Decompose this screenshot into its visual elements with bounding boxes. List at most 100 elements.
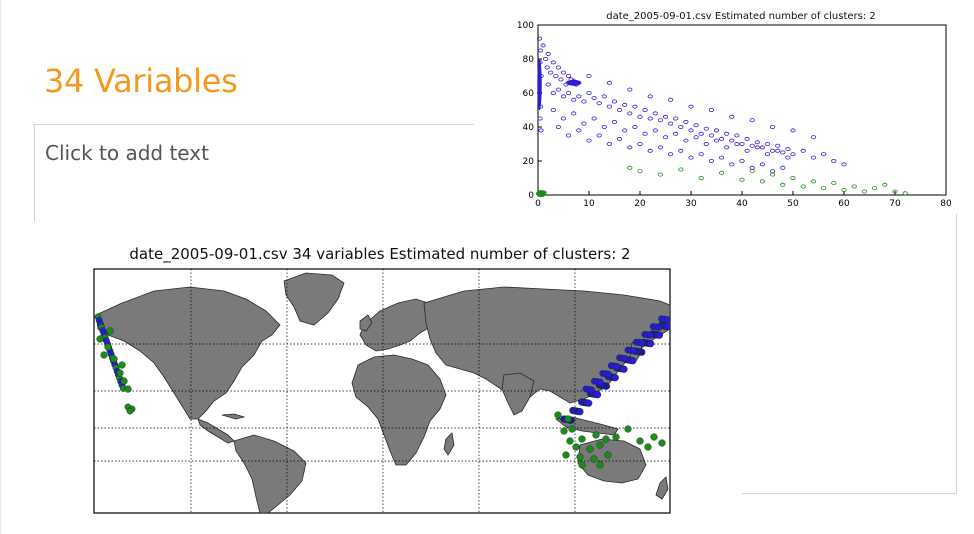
scatter-point bbox=[810, 155, 816, 160]
scatter-point bbox=[545, 82, 551, 87]
scatter-points bbox=[536, 36, 908, 198]
scatter-point bbox=[576, 128, 582, 133]
scatter-point bbox=[617, 136, 623, 141]
scatter-point bbox=[555, 125, 562, 130]
map-graticule bbox=[94, 269, 670, 513]
map-point bbox=[118, 361, 126, 369]
map-point bbox=[602, 435, 610, 443]
scatter-point bbox=[662, 114, 669, 119]
scatter-point bbox=[537, 48, 544, 53]
scatter-point bbox=[632, 125, 638, 130]
map-point bbox=[586, 445, 594, 453]
scatter-point bbox=[591, 96, 597, 101]
map-point bbox=[602, 382, 611, 390]
scatter-point bbox=[543, 57, 549, 62]
map-point bbox=[646, 340, 655, 348]
scatter-point bbox=[734, 133, 740, 138]
map-point bbox=[568, 425, 576, 433]
scatter-point bbox=[538, 128, 544, 133]
scatter-point bbox=[555, 65, 562, 70]
scatter-point bbox=[790, 128, 796, 133]
map-point bbox=[604, 451, 612, 459]
scatter-point bbox=[708, 108, 714, 113]
map-point bbox=[655, 331, 664, 339]
scatter-point bbox=[790, 175, 796, 180]
scatter-ticks: 0 10 20 30 40 50 60 70 80 0 20 40 60 80 100 bbox=[517, 21, 952, 209]
scatter-point bbox=[820, 186, 827, 191]
scatter-point bbox=[841, 187, 847, 192]
x-tick-label: 80 bbox=[940, 199, 952, 209]
map-point bbox=[560, 427, 568, 435]
scatter-point bbox=[673, 116, 679, 121]
scatter-point bbox=[683, 119, 689, 124]
map-point bbox=[578, 435, 586, 443]
scatter-point bbox=[734, 141, 740, 146]
scatter-point bbox=[764, 152, 771, 157]
y-tick-label: 20 bbox=[523, 157, 535, 167]
scatter-point bbox=[606, 104, 613, 109]
scatter-point bbox=[678, 148, 684, 153]
slide-title[interactable]: 34 Variables bbox=[44, 62, 238, 100]
map-point bbox=[104, 343, 112, 351]
scatter-point bbox=[708, 133, 714, 138]
scatter-point bbox=[703, 126, 709, 131]
scatter-point bbox=[548, 70, 554, 75]
scatter-point bbox=[586, 138, 592, 143]
map-point bbox=[588, 386, 595, 394]
scatter-point bbox=[800, 148, 806, 153]
scatter-point bbox=[759, 162, 765, 167]
scatter-point bbox=[662, 135, 669, 140]
scatter-point bbox=[744, 136, 750, 141]
map-point bbox=[611, 374, 619, 382]
scatter-point bbox=[622, 102, 628, 107]
land-uk bbox=[359, 314, 373, 332]
scatter-point bbox=[759, 179, 765, 184]
scatter-point bbox=[652, 111, 658, 116]
map-point bbox=[116, 369, 124, 377]
scatter-point bbox=[606, 141, 613, 146]
scatter-point bbox=[678, 167, 684, 172]
scatter-point bbox=[596, 133, 602, 138]
scatter-point bbox=[739, 141, 745, 146]
map-point bbox=[110, 355, 118, 363]
scatter-point bbox=[724, 131, 730, 136]
map-point bbox=[554, 411, 562, 419]
scatter-point bbox=[764, 141, 771, 146]
x-tick-label: 50 bbox=[787, 199, 799, 209]
scatter-point bbox=[688, 128, 694, 133]
map-point bbox=[596, 378, 604, 386]
land-africa bbox=[351, 354, 447, 466]
scatter-point bbox=[601, 94, 607, 99]
scatter-point bbox=[560, 94, 567, 99]
map-point bbox=[612, 433, 620, 441]
scatter-point bbox=[657, 172, 663, 177]
land-greenland bbox=[283, 272, 345, 326]
scatter-point bbox=[536, 36, 543, 41]
scatter-point bbox=[591, 116, 597, 121]
map-point bbox=[562, 451, 570, 459]
map-point bbox=[663, 316, 670, 323]
scatter-point bbox=[678, 125, 684, 130]
scatter-point bbox=[820, 152, 827, 157]
map-title: date_2005-09-01.csv 34 variables Estimat… bbox=[129, 245, 630, 264]
map-point bbox=[638, 348, 646, 356]
text-placeholder[interactable]: Click to add text bbox=[34, 124, 474, 222]
land-europe bbox=[359, 298, 439, 352]
scatter-point bbox=[759, 145, 765, 150]
scatter-point bbox=[739, 158, 745, 163]
map-point bbox=[590, 455, 598, 463]
scatter-chart[interactable]: date_2005-09-01.csv Estimated number of … bbox=[505, 5, 963, 210]
map-point bbox=[655, 324, 663, 331]
map-point bbox=[636, 437, 644, 445]
scatter-cluster-core bbox=[536, 190, 547, 198]
scatter-point bbox=[642, 108, 648, 113]
scatter-point bbox=[657, 145, 663, 150]
scatter-point bbox=[545, 51, 551, 56]
scatter-point bbox=[553, 74, 559, 79]
x-tick-label: 0 bbox=[535, 199, 541, 209]
world-map-chart[interactable]: date_2005-09-01.csv 34 variables Estimat… bbox=[55, 238, 715, 520]
map-point bbox=[647, 331, 654, 339]
scatter-point bbox=[871, 186, 878, 191]
x-tick-label: 20 bbox=[634, 199, 646, 209]
placeholder-text: Click to add text bbox=[45, 141, 209, 165]
